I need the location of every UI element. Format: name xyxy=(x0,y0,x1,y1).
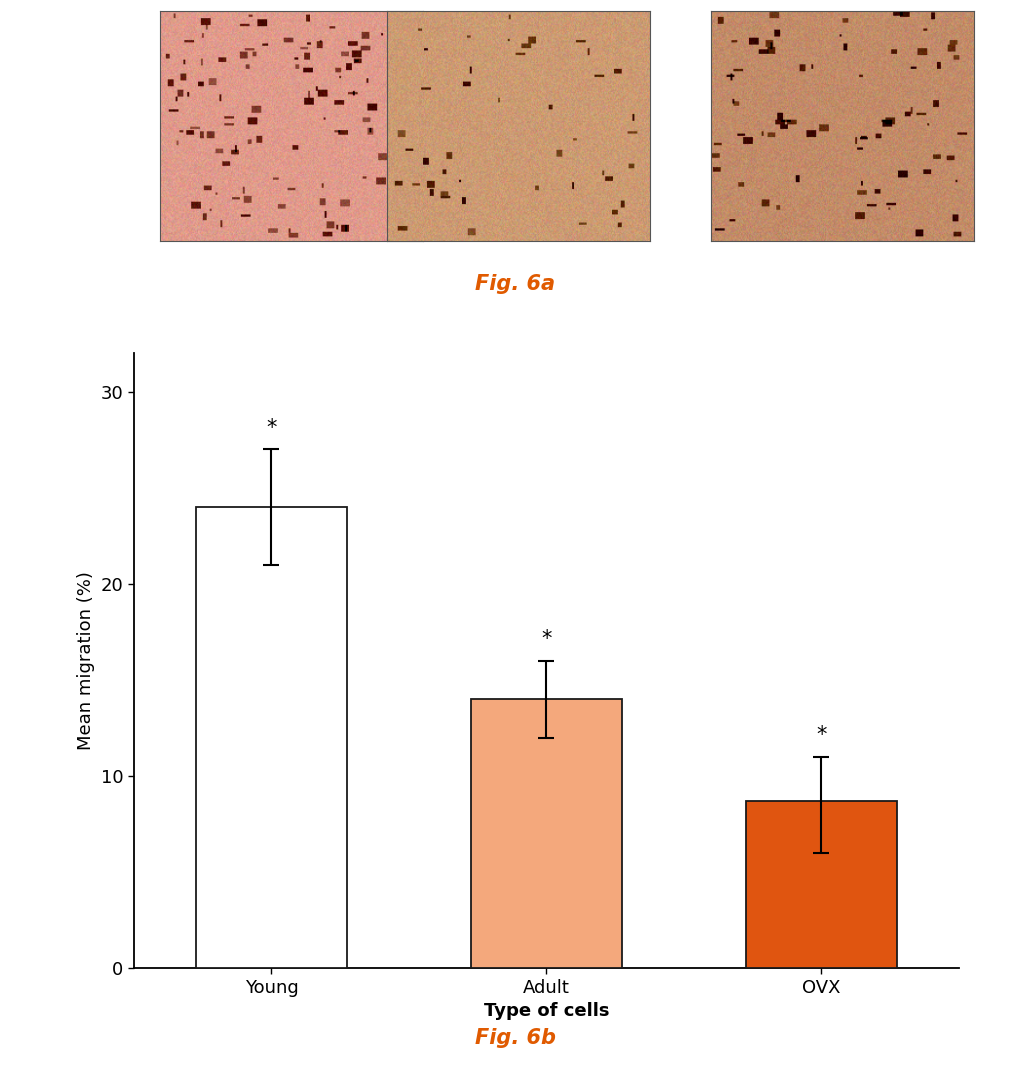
Text: *: * xyxy=(266,417,276,438)
Bar xyxy=(745,801,897,968)
X-axis label: Type of cells: Type of cells xyxy=(484,1003,609,1021)
Text: *: * xyxy=(817,725,827,746)
Bar xyxy=(196,507,347,968)
Text: Fig. 6b: Fig. 6b xyxy=(475,1028,556,1048)
Text: Fig. 6a: Fig. 6a xyxy=(475,274,556,293)
Text: *: * xyxy=(541,629,552,649)
Bar xyxy=(471,699,622,968)
Y-axis label: Mean migration (%): Mean migration (%) xyxy=(77,571,95,750)
